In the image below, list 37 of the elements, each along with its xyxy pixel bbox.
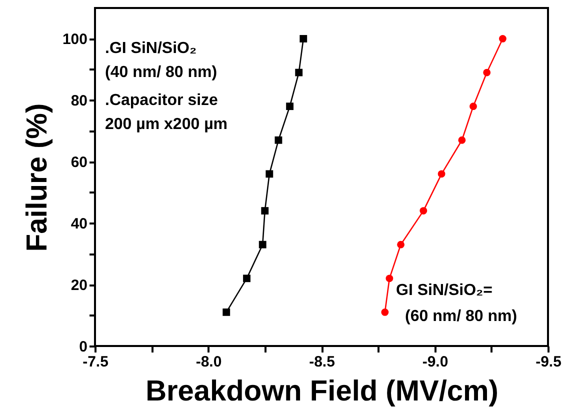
point [386,274,394,282]
point [286,102,294,110]
y-tick-label: 40 [70,216,88,233]
point [243,274,250,282]
text: -9.0 [422,354,448,370]
annotation: GI SiN/SiO₂= [396,282,492,299]
point [438,170,446,178]
y-axis-title: Failure (%) [21,103,54,252]
text: -8.0 [196,354,222,370]
x-tick-label: -8.5 [309,354,335,370]
point [266,170,274,178]
point [420,207,428,214]
point [498,35,506,42]
point [470,102,477,110]
point [295,68,303,76]
annotation: .Capacitor size [105,92,218,109]
point [274,136,282,144]
point [458,136,466,144]
annotation: .GI SiN/SiO₂ [105,40,197,57]
point [300,35,308,42]
point [258,240,266,248]
point [261,207,269,215]
y-tick-label: 0 [79,338,88,356]
annotation: (40 nm/ 80 nm) [105,64,218,81]
y-tick-label: 60 [70,154,88,172]
x-tick-label: -7.5 [82,354,108,370]
x-axis-title: Breakdown Field (MV/cm) [146,376,498,408]
point [397,240,404,248]
point [222,308,230,316]
x-tick-label: -9.5 [536,354,562,370]
point [381,308,389,316]
point [483,68,491,76]
annotation: 200 µm x200 µm [105,116,228,133]
y-tick-label: 80 [70,92,88,110]
annotation: (60 nm/ 80 nm) [405,308,518,325]
y-tick-label: 20 [70,277,88,294]
y-tick-label: 100 [62,31,88,48]
